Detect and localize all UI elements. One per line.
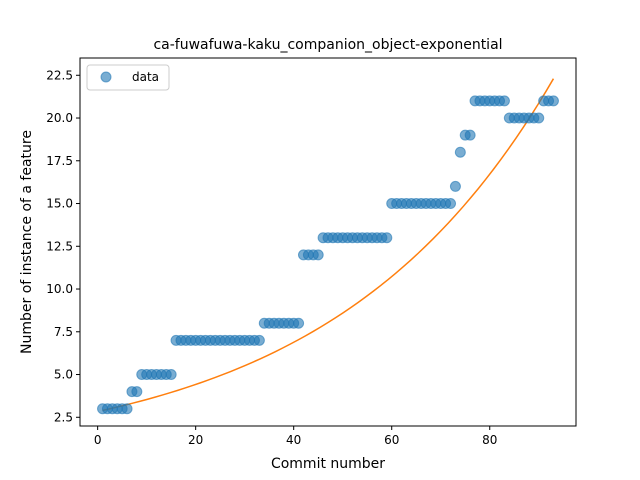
data-point <box>165 369 177 381</box>
x-tick-label: 80 <box>482 433 497 447</box>
x-tick-label: 20 <box>188 433 203 447</box>
legend-marker-data <box>100 71 112 83</box>
x-axis-label: Commit number <box>271 456 385 472</box>
x-axis-ticks: 0 20 40 60 80 <box>94 426 497 447</box>
x-tick-label: 0 <box>94 433 102 447</box>
data-point <box>464 129 476 141</box>
legend-box <box>86 64 170 91</box>
y-tick-label: 17.5 <box>46 154 73 168</box>
y-tick-label: 15.0 <box>46 197 73 211</box>
y-tick-label: 2.5 <box>54 410 73 424</box>
y-tick-label: 20.0 <box>46 111 73 125</box>
x-tick-label: 60 <box>384 433 399 447</box>
y-tick-label: 22.5 <box>46 68 73 82</box>
x-tick-label: 40 <box>286 433 301 447</box>
plot-frame <box>79 57 577 427</box>
data-point <box>293 317 305 329</box>
data-point <box>449 180 461 192</box>
data-point <box>312 249 324 261</box>
chart-title: ca-fuwafuwa-kaku_companion_object-expone… <box>153 37 502 53</box>
data-point <box>381 232 393 244</box>
data-point <box>454 146 466 158</box>
y-tick-label: 10.0 <box>46 282 73 296</box>
data-point <box>253 334 265 346</box>
y-tick-label: 5.0 <box>54 368 73 382</box>
data-point <box>131 386 143 398</box>
y-axis-ticks: 2.5 5.0 7.5 10.0 12.5 15.0 17.5 20.0 22.5 <box>46 68 80 424</box>
y-tick-label: 7.5 <box>54 325 73 339</box>
fit-line <box>102 78 555 412</box>
data-point <box>533 112 545 124</box>
fit-line-layer <box>102 78 555 412</box>
legend-label-data: data <box>132 70 159 84</box>
data-points-layer <box>97 95 559 415</box>
legend: data <box>86 64 170 91</box>
data-point <box>547 95 559 107</box>
y-tick-label: 12.5 <box>46 239 73 253</box>
data-point <box>121 403 133 415</box>
y-axis-label: Number of instance of a feature <box>19 130 35 354</box>
data-point <box>445 198 457 210</box>
data-point <box>498 95 510 107</box>
